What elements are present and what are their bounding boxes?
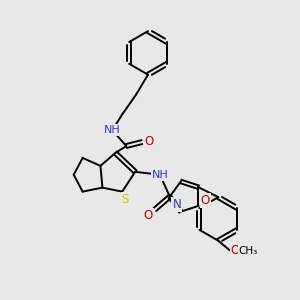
Text: NH: NH [104, 125, 121, 135]
Text: O: O [201, 194, 210, 207]
Text: N: N [172, 198, 181, 211]
Text: NH: NH [152, 170, 168, 180]
Text: O: O [144, 135, 154, 148]
Text: O: O [143, 209, 153, 222]
Text: CH₃: CH₃ [238, 246, 258, 256]
Text: S: S [122, 193, 129, 206]
Text: O: O [230, 244, 240, 257]
